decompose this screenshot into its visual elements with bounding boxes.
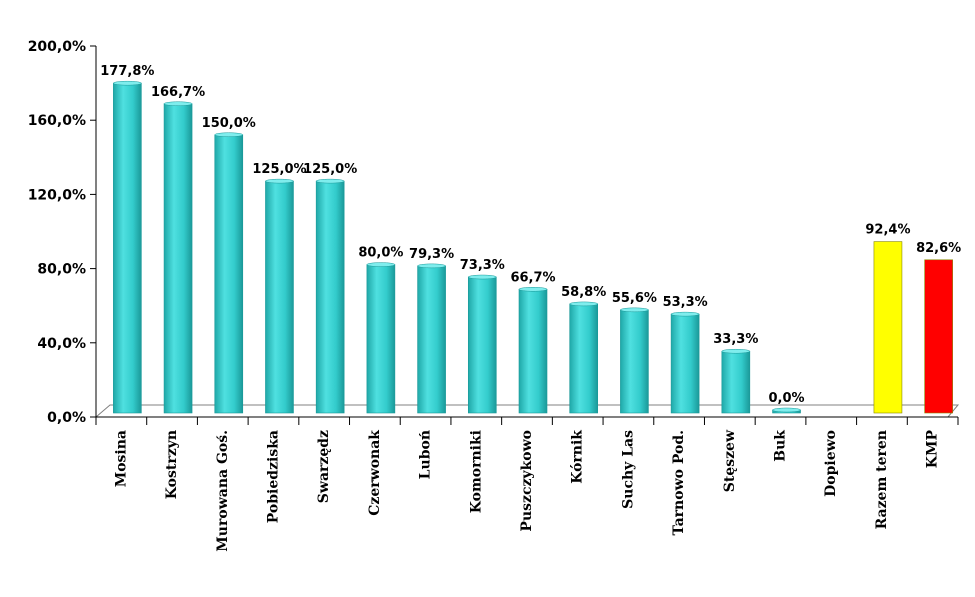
bar: [113, 82, 142, 414]
data-label: 53,3%: [663, 295, 708, 310]
data-label: 55,6%: [612, 291, 657, 306]
data-label: 79,3%: [409, 247, 454, 262]
x-category-label: Dopiewo: [823, 430, 839, 497]
data-label: 33,3%: [713, 332, 758, 347]
x-category-label: Tarnowo Pod.: [671, 430, 687, 535]
bar-cap: [265, 178, 294, 184]
bar: [163, 103, 193, 414]
x-category-label: Mosina: [113, 430, 129, 487]
bar-cap: [569, 301, 598, 307]
bar-cap: [670, 311, 700, 317]
data-label: 0,0%: [768, 391, 804, 406]
x-category-label: Murowana Goś.: [215, 430, 231, 552]
bar-cap: [721, 348, 751, 354]
bar-cap: [113, 80, 142, 86]
x-category-label: Razem teren: [874, 430, 890, 529]
bar-cap: [468, 274, 497, 280]
bar: [366, 264, 396, 414]
data-label: 58,8%: [561, 285, 606, 300]
bar: [518, 288, 548, 414]
data-label: 80,0%: [358, 246, 403, 261]
bar-cap: [366, 262, 396, 267]
data-label: 125,0%: [252, 162, 306, 177]
bar-cap: [163, 101, 193, 107]
x-category-label: Swarzędz: [316, 430, 332, 503]
x-category-label: Kórnik: [570, 430, 586, 484]
bar: [417, 265, 446, 414]
data-label: 66,7%: [510, 270, 555, 285]
bar: [569, 303, 599, 414]
data-label: 177,8%: [100, 64, 154, 79]
bar-cap: [417, 263, 446, 269]
data-label: 150,0%: [202, 116, 256, 131]
bar: [670, 313, 700, 414]
y-tick-label: 160,0%: [28, 113, 86, 129]
y-tick-label: 200,0%: [28, 39, 86, 55]
labels: 0,0% 40,0% 80,0% 120,0% 160,0% 200,0% Mosina Ko…: [28, 39, 962, 552]
data-label: 166,7%: [151, 85, 205, 100]
x-category-label: Puszczykowo: [519, 430, 535, 532]
bar-cap: [518, 287, 548, 292]
x-category-label: Kostrzyn: [164, 430, 180, 499]
bar: [924, 259, 953, 414]
x-category-label: KMP: [925, 430, 941, 469]
bar-cap: [772, 407, 801, 413]
y-tick-label: 0,0%: [47, 410, 86, 426]
bar-cap: [214, 132, 244, 137]
y-tick-label: 120,0%: [28, 187, 86, 203]
bars: [113, 80, 953, 414]
x-category-label: Komorniki: [468, 430, 484, 513]
data-label: 73,3%: [460, 258, 505, 273]
y-tick-label: 40,0%: [37, 336, 86, 352]
bar: [620, 309, 649, 414]
bar: [467, 276, 497, 414]
bar: [873, 241, 903, 414]
x-category-label: Czerwonak: [367, 430, 383, 516]
bar-cap: [315, 178, 345, 184]
bar: [721, 350, 751, 414]
x-category-label: Buk: [773, 430, 789, 462]
bar: [214, 134, 244, 414]
x-category-label: Luboń: [418, 430, 434, 479]
bar: [315, 180, 345, 414]
x-category-label: Stęszew: [722, 429, 738, 492]
bar: [265, 180, 294, 414]
y-tick-label: 80,0%: [37, 262, 86, 278]
x-category-label: Suchy Las: [620, 430, 636, 509]
data-label: 92,4%: [865, 223, 910, 238]
data-label: 82,6%: [916, 241, 961, 256]
x-category-label: Pobiedziska: [265, 430, 281, 523]
data-label: 125,0%: [303, 162, 357, 177]
bar-cap: [620, 307, 649, 313]
